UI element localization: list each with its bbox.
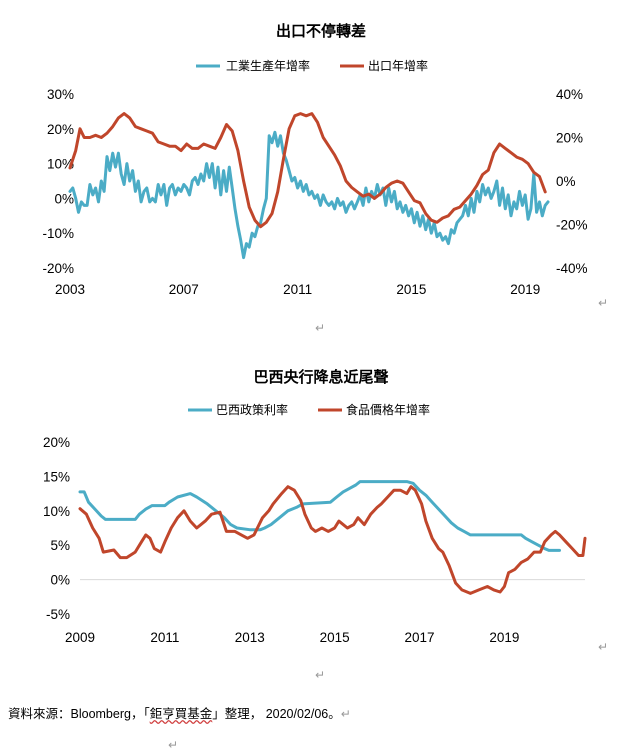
y-left-tick-1: 30% — [47, 87, 74, 102]
x-tick-5: 2019 — [510, 282, 540, 297]
paragraph-mark-1: ↵ — [598, 296, 609, 310]
series-line-2 — [78, 485, 587, 595]
paragraph-mark-3: ↵ — [598, 640, 609, 654]
x-tick-5: 2017 — [404, 630, 434, 645]
y-right-tick-1: 40% — [556, 87, 583, 102]
y-right-tick-4: -20% — [556, 218, 588, 233]
paragraph-mark-5: ↵ — [340, 707, 351, 721]
x-tick-6: 2019 — [489, 630, 519, 645]
y-right-tick-3: 0% — [556, 174, 576, 189]
series-line-1 — [68, 130, 550, 260]
source-highlight: 鉅亨買基金 — [149, 707, 213, 721]
legend-label-1: 巴西政策利率 — [216, 402, 288, 417]
x-tick-4: 2015 — [320, 630, 350, 645]
chart-title: 出口不停轉差 — [276, 22, 366, 40]
x-tick-4: 2015 — [396, 282, 426, 297]
y-left-tick-5: -10% — [42, 226, 74, 241]
legend-label-2: 出口年增率 — [368, 58, 428, 73]
x-tick-1: 2009 — [65, 630, 95, 645]
y-left-tick-2: 15% — [43, 469, 70, 484]
y-left-tick-3: 10% — [47, 157, 74, 172]
x-tick-1: 2003 — [55, 282, 85, 297]
y-left-tick-1: 20% — [43, 435, 70, 450]
source-prefix: 資料來源：Bloomberg，「 — [8, 707, 150, 721]
paragraph-mark-2: ↵ — [315, 321, 326, 335]
y-left-tick-6: -20% — [42, 261, 74, 276]
y-left-tick-5: 0% — [50, 573, 70, 588]
series-line-1 — [78, 480, 561, 552]
legend-label-1: 工業生產年增率 — [226, 58, 310, 73]
source-suffix: 」整理， 2020/02/06。 — [212, 707, 341, 721]
x-tick-3: 2013 — [235, 630, 265, 645]
y-left-tick-4: 0% — [54, 191, 74, 206]
series-line-2 — [68, 112, 547, 229]
x-tick-2: 2007 — [169, 282, 199, 297]
y-left-tick-2: 20% — [47, 122, 74, 137]
y-left-tick-3: 10% — [43, 504, 70, 519]
y-right-tick-2: 20% — [556, 131, 583, 146]
source-note: 資料來源：Bloomberg，「鉅亨買基金」整理， 2020/02/06。↵ — [8, 703, 351, 722]
y-right-tick-5: -40% — [556, 261, 588, 276]
y-left-tick-4: 5% — [50, 538, 70, 553]
chart-title: 巴西央行降息近尾聲 — [253, 368, 388, 386]
x-tick-2: 2011 — [150, 630, 179, 645]
x-tick-3: 2011 — [283, 282, 312, 297]
y-left-tick-6: -5% — [46, 607, 70, 622]
paragraph-mark-6: ↵ — [168, 738, 179, 752]
legend-label-2: 食品價格年增率 — [346, 402, 430, 417]
paragraph-mark-4: ↵ — [315, 668, 326, 682]
